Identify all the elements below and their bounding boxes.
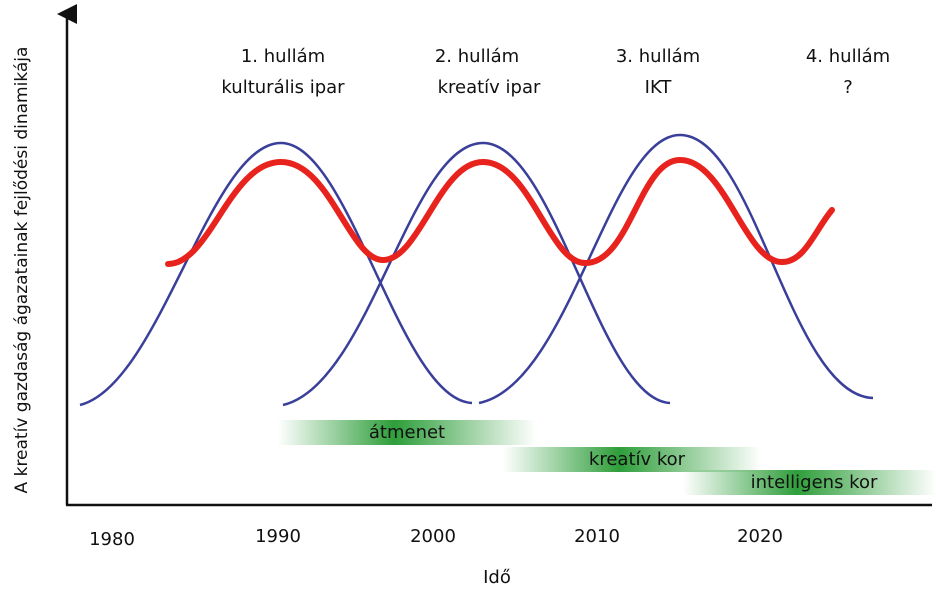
year-label: 2010 <box>574 526 620 547</box>
era-label: kreatív kor <box>589 449 686 470</box>
era-label: átmenet <box>369 422 445 443</box>
wave-subtitle: kreatív ipar <box>438 77 541 98</box>
era-band <box>683 470 936 495</box>
wave-curve <box>282 141 671 407</box>
year-label: 2020 <box>737 526 783 547</box>
era-band <box>278 420 536 445</box>
aggregate-curve <box>165 156 835 267</box>
wave-subtitle: ? <box>843 77 853 98</box>
wave-subtitle: IKT <box>645 77 673 98</box>
wave-curve <box>79 141 473 407</box>
wave-curve <box>478 133 874 405</box>
x-axis-label: Idő <box>483 567 511 588</box>
wave-subtitle: kulturális ipar <box>221 77 345 98</box>
era-band <box>503 447 761 472</box>
year-label: 2000 <box>410 526 456 547</box>
wave-title: 1. hullám <box>241 46 325 67</box>
era-label: intelligens kor <box>751 472 878 493</box>
y-axis-label: A kreatív gazdaság ágazatainak fejlődési… <box>12 47 32 494</box>
wave-title: 2. hullám <box>435 46 519 67</box>
year-label: 1990 <box>255 526 301 547</box>
wave-title: 4. hullám <box>806 46 890 67</box>
year-label: 1980 <box>89 529 135 550</box>
wave-title: 3. hullám <box>616 46 700 67</box>
